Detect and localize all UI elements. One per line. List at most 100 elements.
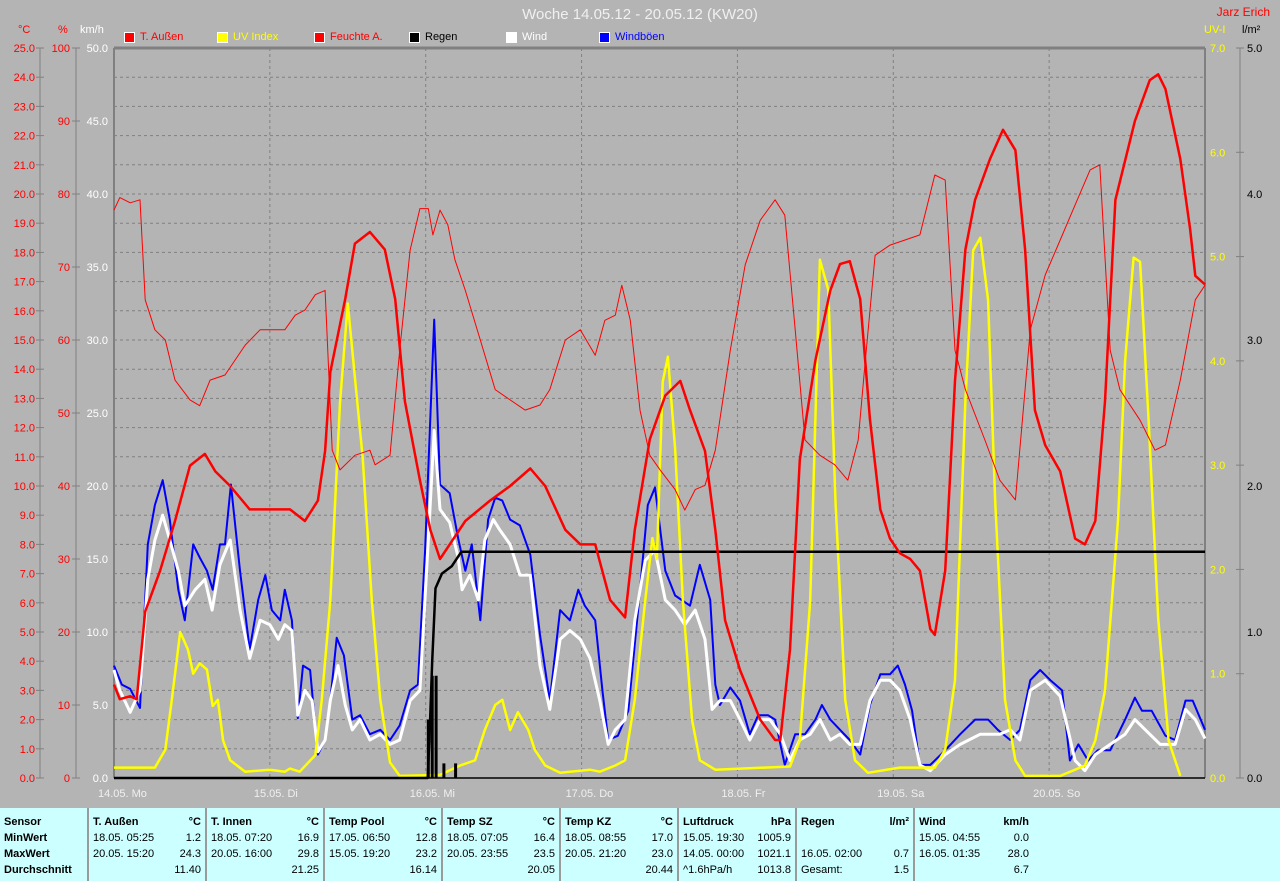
legend-item: UV Index — [217, 31, 278, 43]
stat-min: 1005.9 — [757, 832, 791, 844]
stat-max: 28.0 — [1007, 848, 1029, 860]
legend-label: Windböen — [615, 31, 665, 43]
y-tick-label-uv: 5.0 — [1210, 252, 1225, 264]
y-tick-label-wind: 5.0 — [93, 700, 108, 712]
stat-max-time: 20.05. 16:00 — [211, 848, 273, 860]
legend-swatch — [599, 31, 610, 43]
stat-unit: °C — [542, 816, 555, 828]
legend-label: T. Außen — [140, 31, 184, 43]
y-tick-label-temp: 10.0 — [14, 481, 35, 493]
y-tick-label-wind: 0.0 — [93, 773, 108, 785]
y-tick-label-hum: 70 — [58, 262, 70, 274]
unit-rain: l/m² — [1242, 24, 1261, 36]
legend-item: Wind — [506, 31, 547, 43]
x-tick-label: 18.05. Fr — [721, 788, 765, 800]
y-tick-label-hum: 10 — [58, 700, 70, 712]
y-tick-label-hum: 0 — [64, 773, 70, 785]
y-tick-label-uv: 1.0 — [1210, 669, 1225, 681]
y-tick-label-temp: 1.0 — [20, 744, 35, 756]
stat-min-time: 18.05. 07:05 — [447, 832, 509, 844]
stat-max: 29.8 — [297, 848, 319, 860]
series-regen — [114, 550, 1205, 780]
stat-avg: 20.05 — [527, 864, 555, 876]
y-tick-label-wind: 40.0 — [87, 189, 108, 201]
y-tick-label-temp: 9.0 — [20, 510, 35, 522]
y-tick-label-temp: 25.0 — [14, 43, 35, 55]
legend-swatch — [506, 31, 517, 43]
legend-item: Windböen — [599, 31, 665, 43]
stat-unit: hPa — [770, 816, 791, 828]
y-tick-label-temp: 19.0 — [14, 218, 35, 230]
y-tick-label-rain: 0.0 — [1247, 773, 1262, 785]
x-tick-label: 14.05. Mo — [98, 788, 147, 800]
unit-temp: °C — [18, 24, 31, 36]
y-tick-label-rain: 4.0 — [1247, 189, 1262, 201]
author-label: Jarz Erich — [1216, 5, 1270, 19]
stat-min: 12.8 — [415, 832, 437, 844]
y-tick-label-hum: 40 — [58, 481, 70, 493]
stat-name: T. Innen — [211, 816, 252, 828]
y-tick-label-temp: 11.0 — [14, 452, 35, 464]
y-tick-label-temp: 8.0 — [20, 539, 35, 551]
series-wind — [112, 429, 1207, 773]
weather-chart: 14.05. Mo 15.05. Di 16.05. Mi 17.05. Do 18.0… — [14, 43, 1263, 800]
y-tick-label-wind: 50.0 — [87, 43, 108, 55]
stats-row-labels: Sensor MinWert MaxWert Durchschnitt — [0, 808, 89, 881]
row-label: Durchschnitt — [4, 864, 72, 876]
stat-max-time: 20.05. 15:20 — [93, 848, 155, 860]
y-tick-label-temp: 16.0 — [14, 306, 35, 318]
x-tick-label: 16.05. Mi — [410, 788, 455, 800]
y-tick-label-rain: 1.0 — [1247, 627, 1262, 639]
stat-min: 17.0 — [651, 832, 673, 844]
stat-max-time: 14.05. 00:00 — [683, 848, 745, 860]
y-tick-label-temp: 3.0 — [20, 685, 35, 697]
stat-avg: 1013.8 — [757, 864, 791, 876]
x-tick-label: 15.05. Di — [254, 788, 298, 800]
y-tick-label-wind: 25.0 — [87, 408, 108, 420]
stat-max-time: 16.05. 02:00 — [801, 848, 863, 860]
legend-label: Wind — [522, 31, 548, 43]
stat-max-time: 16.05. 01:35 — [919, 848, 981, 860]
stats-column: Regen l/m² 16.05. 02:00 0.7 Gesamt: 1.5 — [797, 808, 915, 881]
stat-min: 16.9 — [297, 832, 319, 844]
chart-title: Woche 14.05.12 - 20.05.12 (KW20) — [522, 6, 758, 23]
unit-uv: UV-I — [1204, 24, 1226, 36]
grid — [114, 48, 1205, 778]
series-uv-index — [114, 236, 1182, 778]
legend-swatch — [124, 31, 135, 43]
x-tick-label: 17.05. Do — [566, 788, 614, 800]
stat-max: 1021.1 — [757, 848, 791, 860]
series-t-außen — [112, 73, 1206, 742]
stats-column: Luftdruck hPa 15.05. 19:30 1005.9 14.05. 00:… — [679, 808, 797, 881]
series — [112, 73, 1207, 780]
stat-unit: °C — [188, 816, 201, 828]
y-tick-label-hum: 50 — [58, 408, 70, 420]
stat-min-time: 17.05. 06:50 — [329, 832, 391, 844]
y-tick-label-temp: 20.0 — [14, 189, 35, 201]
stat-name: Temp SZ — [447, 816, 493, 828]
y-tick-label-hum: 20 — [58, 627, 70, 639]
y-tick-label-hum: 80 — [58, 189, 70, 201]
stat-name: Temp KZ — [565, 816, 612, 828]
y-tick-label-temp: 2.0 — [20, 715, 35, 727]
stat-unit: °C — [660, 816, 673, 828]
legend-item: T. Außen — [124, 31, 183, 43]
y-tick-label-uv: 4.0 — [1210, 356, 1225, 368]
stat-avg: 16.14 — [409, 864, 437, 876]
y-tick-label-wind: 20.0 — [87, 481, 108, 493]
y-tick-label-temp: 23.0 — [14, 101, 35, 113]
y-tick-label-uv: 6.0 — [1210, 147, 1225, 159]
y-tick-label-uv: 2.0 — [1210, 564, 1225, 576]
y-tick-label-rain: 3.0 — [1247, 335, 1262, 347]
legend-swatch — [217, 31, 228, 43]
legend-item: Regen — [409, 31, 457, 43]
stat-min-time: 15.05. 04:55 — [919, 832, 981, 844]
y-tick-label-uv: 0.0 — [1210, 773, 1225, 785]
series-windböen — [113, 318, 1206, 766]
y-tick-label-temp: 6.0 — [20, 598, 35, 610]
stat-name: Luftdruck — [683, 816, 734, 828]
stat-avg: 20.44 — [645, 864, 673, 876]
series-feuchte-a- — [113, 164, 1206, 511]
stat-unit: °C — [424, 816, 437, 828]
x-tick-label: 20.05. So — [1033, 788, 1080, 800]
